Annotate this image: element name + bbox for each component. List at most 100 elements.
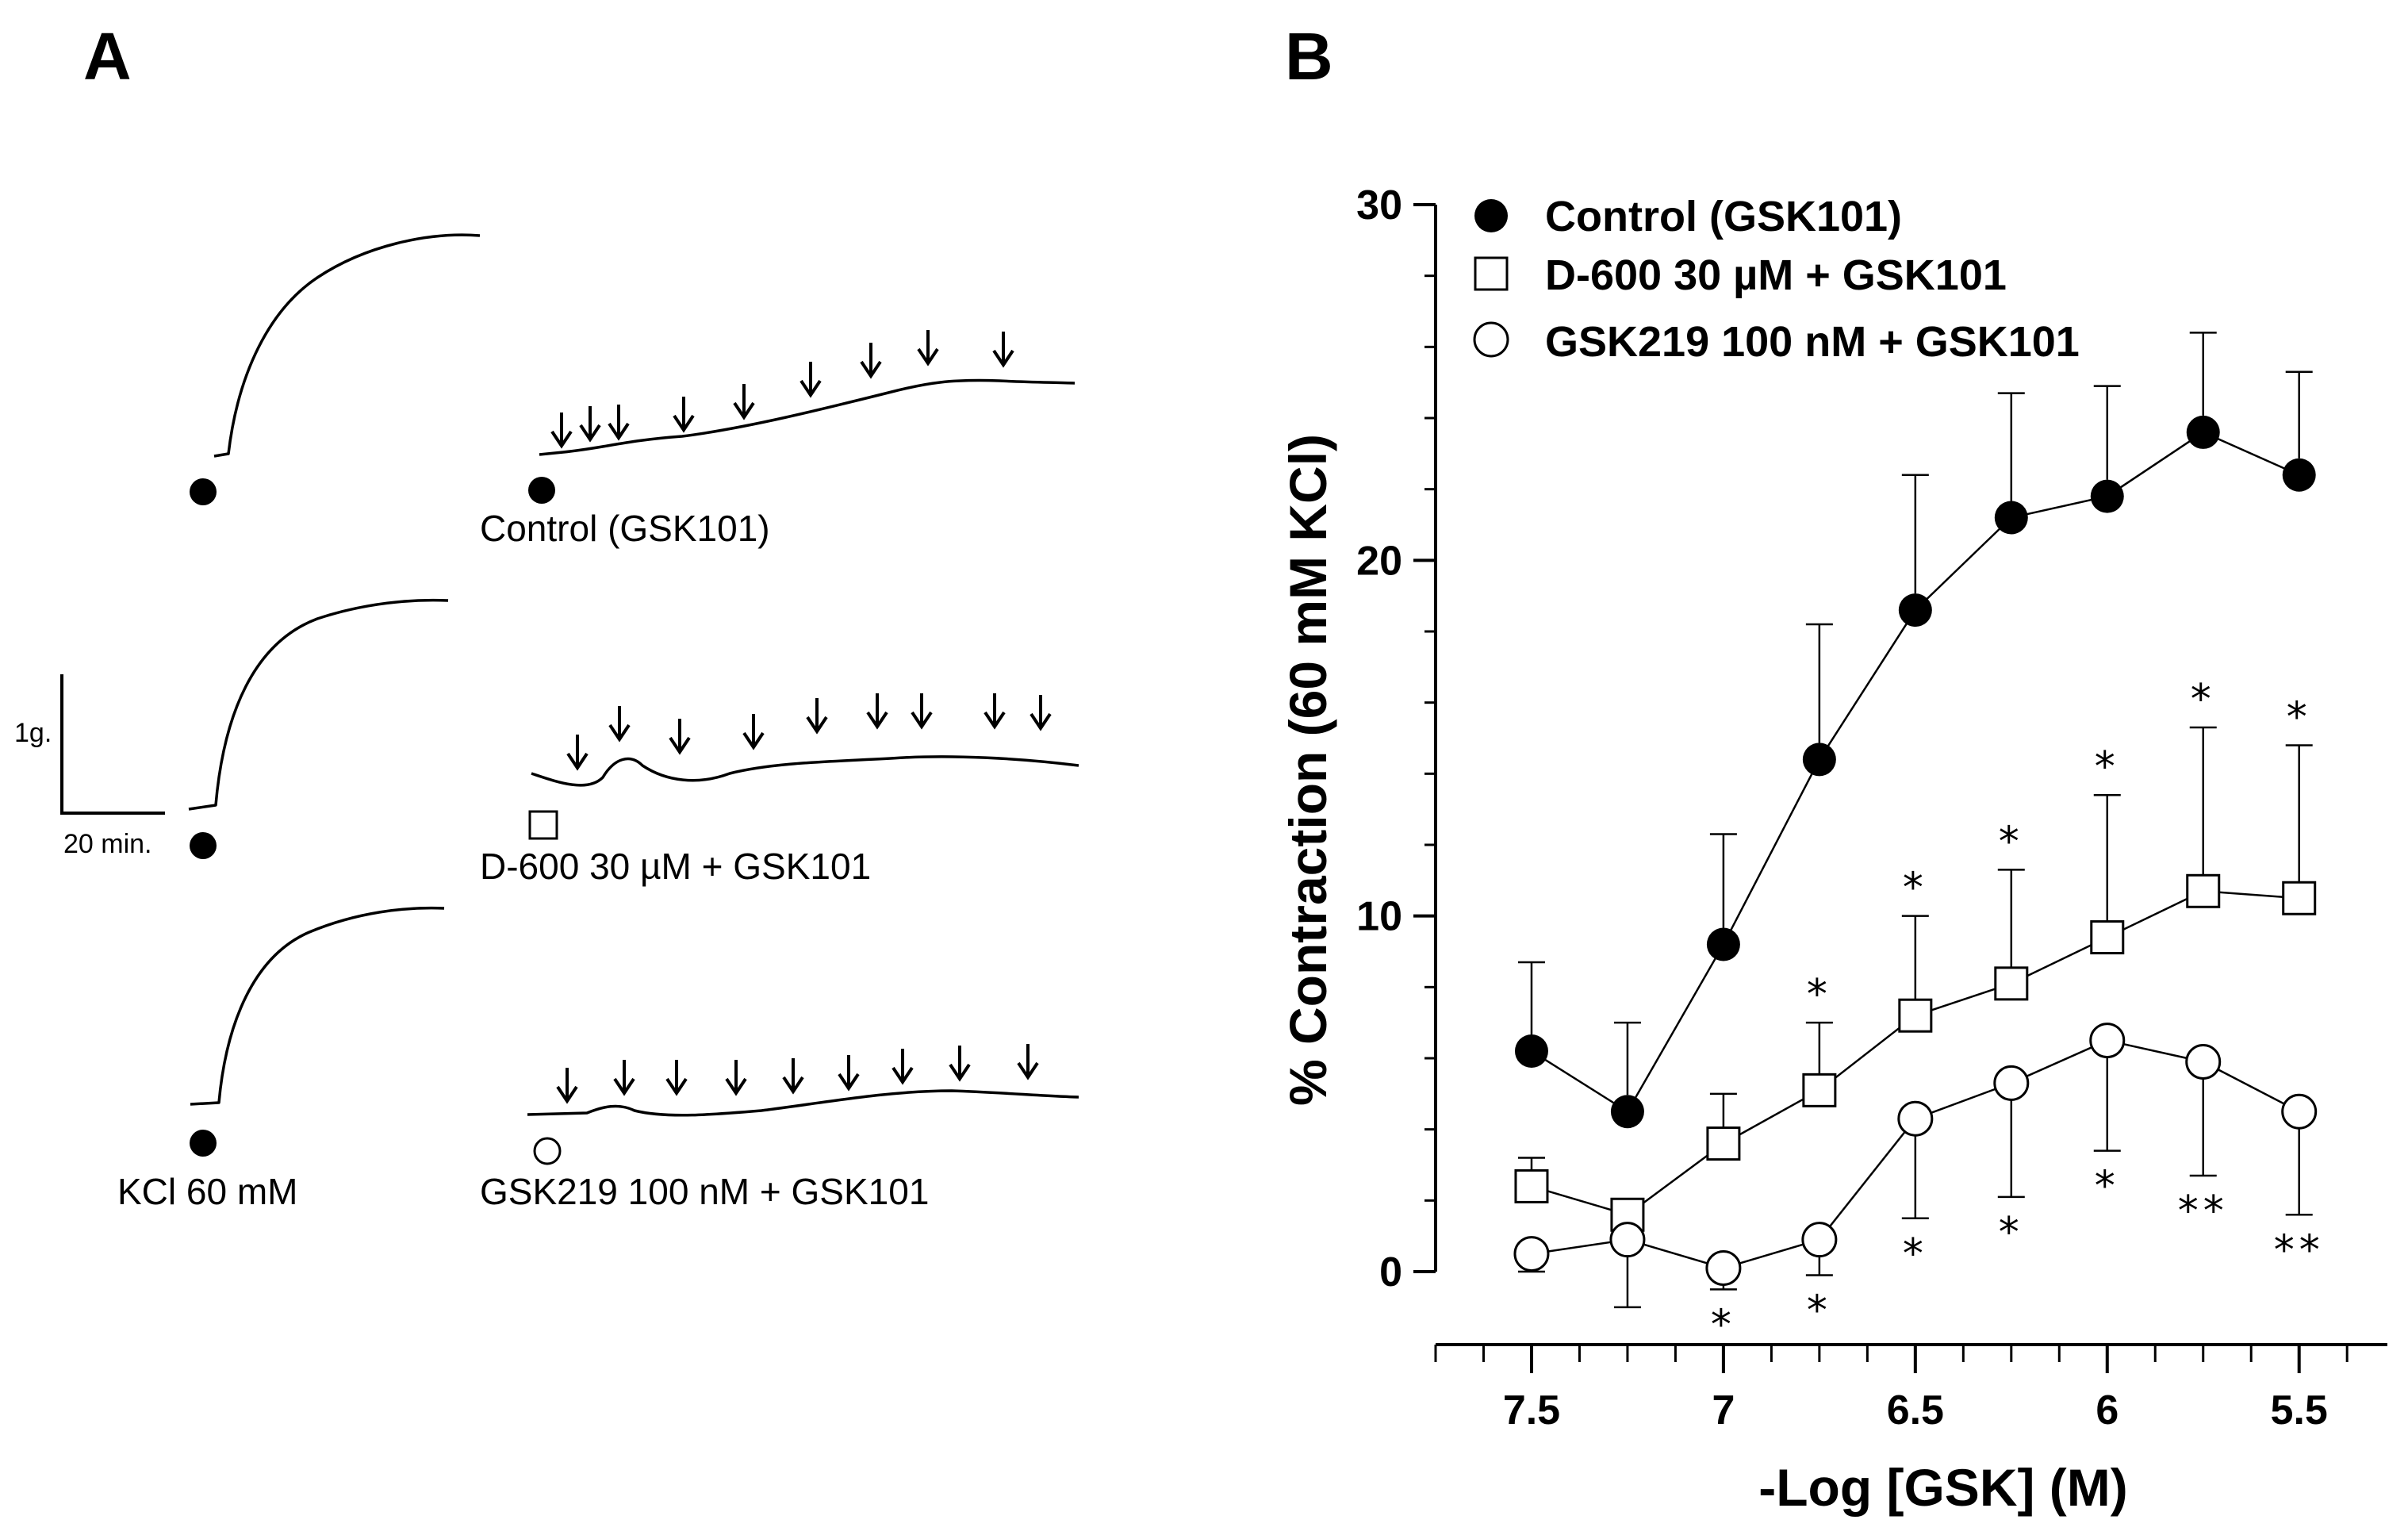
data-point [1993, 1065, 2030, 1101]
kcl-trace-2-line [188, 598, 449, 811]
arrow-down-icon [742, 714, 765, 750]
data-point [2282, 881, 2317, 915]
y-tick-label: 20 [1356, 538, 1402, 584]
arrow-down-icon [866, 693, 888, 730]
arrow-down-icon [917, 330, 939, 366]
x-axis-ticks: 7.5 7 6.5 6 5.5 [1434, 1345, 2349, 1433]
significance-marker: * [1711, 1301, 1736, 1349]
significance-marker: * [2191, 676, 2216, 723]
legend-marker-d600 [1474, 256, 1509, 291]
data-point [2282, 458, 2316, 492]
data-point [2186, 415, 2220, 449]
trace-label-control: Control (GSK101) [480, 508, 770, 549]
legend-label-control: Control (GSK101) [1545, 193, 1902, 240]
kcl-marker-1 [190, 478, 217, 505]
arrow-down-icon [733, 384, 755, 420]
control-trace: Control (GSK101) [480, 330, 1076, 549]
scale-bar: 1g. 20 min. [14, 674, 165, 859]
significance-marker: * [2095, 1163, 2120, 1211]
d600-marker [528, 810, 558, 840]
data-point [1609, 1222, 1646, 1258]
data-point [2185, 1043, 2222, 1080]
x-tick-label: 7 [1712, 1387, 1735, 1433]
scale-bar-lines [60, 674, 165, 815]
x-axis-title: -Log [GSK] (M) [1758, 1458, 2128, 1517]
significance-marker: * [2287, 693, 2312, 741]
arrow-down-icon [782, 1058, 804, 1095]
series-layer: ***** ** ** ****** [1513, 332, 2325, 1349]
d600-arrows [566, 693, 1052, 771]
arrow-down-icon [860, 343, 882, 379]
data-point [1994, 501, 2028, 535]
arrow-down-icon [1030, 695, 1052, 731]
data-point [1897, 1100, 1934, 1137]
y-tick-label: 30 [1356, 182, 1402, 228]
arrow-down-icon [949, 1046, 971, 1082]
x-tick-label: 6.5 [1887, 1387, 1944, 1433]
arrow-down-icon [669, 719, 691, 755]
significance-marker: ** [2178, 1188, 2229, 1235]
gsk219-arrows [556, 1044, 1039, 1104]
panel-b-letter: B [1285, 19, 1333, 94]
y-axis-ticks: 0 10 20 30 [1356, 182, 1436, 1295]
kcl-label: KCl 60 mM [117, 1171, 297, 1212]
data-point [1514, 1169, 1549, 1203]
x-tick-label: 5.5 [2271, 1387, 2328, 1433]
significance-marker: * [1903, 865, 1928, 912]
significance-marker: * [1807, 971, 1832, 1019]
data-point [1514, 1034, 1548, 1069]
gsk219-trace: GSK219 100 nM + GSK101 [480, 1044, 1079, 1212]
data-point [1706, 1126, 1741, 1161]
y-tick-label: 0 [1379, 1249, 1402, 1295]
chart-legend: Control (GSK101) D-600 30 µM + GSK101 GS… [1473, 193, 2080, 366]
scale-bar-x-label: 20 min. [63, 829, 152, 859]
data-point [2186, 873, 2221, 908]
series-2: * ** ****** [1513, 1023, 2325, 1349]
panel-a-letter: A [83, 19, 132, 94]
gsk219-trace-line [527, 1089, 1079, 1117]
arrow-down-icon [566, 735, 589, 771]
data-point [2090, 479, 2124, 513]
series-0 [1514, 332, 2316, 1129]
kcl-marker-3 [190, 1130, 217, 1157]
kcl-trace-3: KCl 60 mM [117, 906, 445, 1212]
legend-marker-control [1474, 199, 1508, 232]
x-tick-label: 7.5 [1503, 1387, 1560, 1433]
trace-label-gsk219: GSK219 100 nM + GSK101 [480, 1171, 929, 1212]
data-point [1898, 593, 1932, 627]
arrow-down-icon [911, 693, 933, 730]
kcl-trace-2 [188, 598, 449, 859]
kcl-trace-1 [190, 233, 481, 505]
data-point [2281, 1093, 2318, 1130]
significance-marker: * [1903, 1230, 1928, 1278]
control-trace-line [539, 378, 1076, 456]
data-point [1801, 1222, 1838, 1258]
data-point [2089, 1023, 2126, 1059]
control-marker [528, 477, 555, 504]
arrow-down-icon [556, 1068, 578, 1104]
chart-axes [1434, 205, 2387, 1346]
data-point [2090, 920, 2125, 955]
significance-marker: * [1999, 818, 2024, 865]
data-point [1802, 1073, 1837, 1107]
arrow-down-icon [550, 413, 573, 449]
arrow-down-icon [665, 1060, 688, 1096]
trace-label-d600: D-600 30 µM + GSK101 [480, 846, 871, 887]
y-tick-label: 10 [1356, 894, 1402, 940]
arrow-down-icon [992, 332, 1014, 368]
control-arrows [550, 330, 1014, 449]
arrow-down-icon [806, 698, 828, 735]
arrow-down-icon [608, 405, 630, 441]
arrow-down-icon [725, 1060, 747, 1096]
kcl-marker-2 [190, 832, 217, 859]
data-point [1994, 966, 2029, 1001]
arrow-down-icon [579, 406, 601, 443]
panel-b-chart: 0 10 20 30 7.5 7 6.5 6 5.5 % Contraction (60 mM… [1279, 182, 2387, 1517]
data-point [1705, 1250, 1742, 1287]
significance-marker: ** [2274, 1226, 2325, 1274]
scale-bar-y-label: 1g. [14, 718, 52, 748]
arrow-down-icon [984, 693, 1006, 730]
arrow-down-icon [891, 1049, 914, 1085]
arrow-down-icon [613, 1060, 635, 1096]
data-point [1802, 743, 1836, 777]
